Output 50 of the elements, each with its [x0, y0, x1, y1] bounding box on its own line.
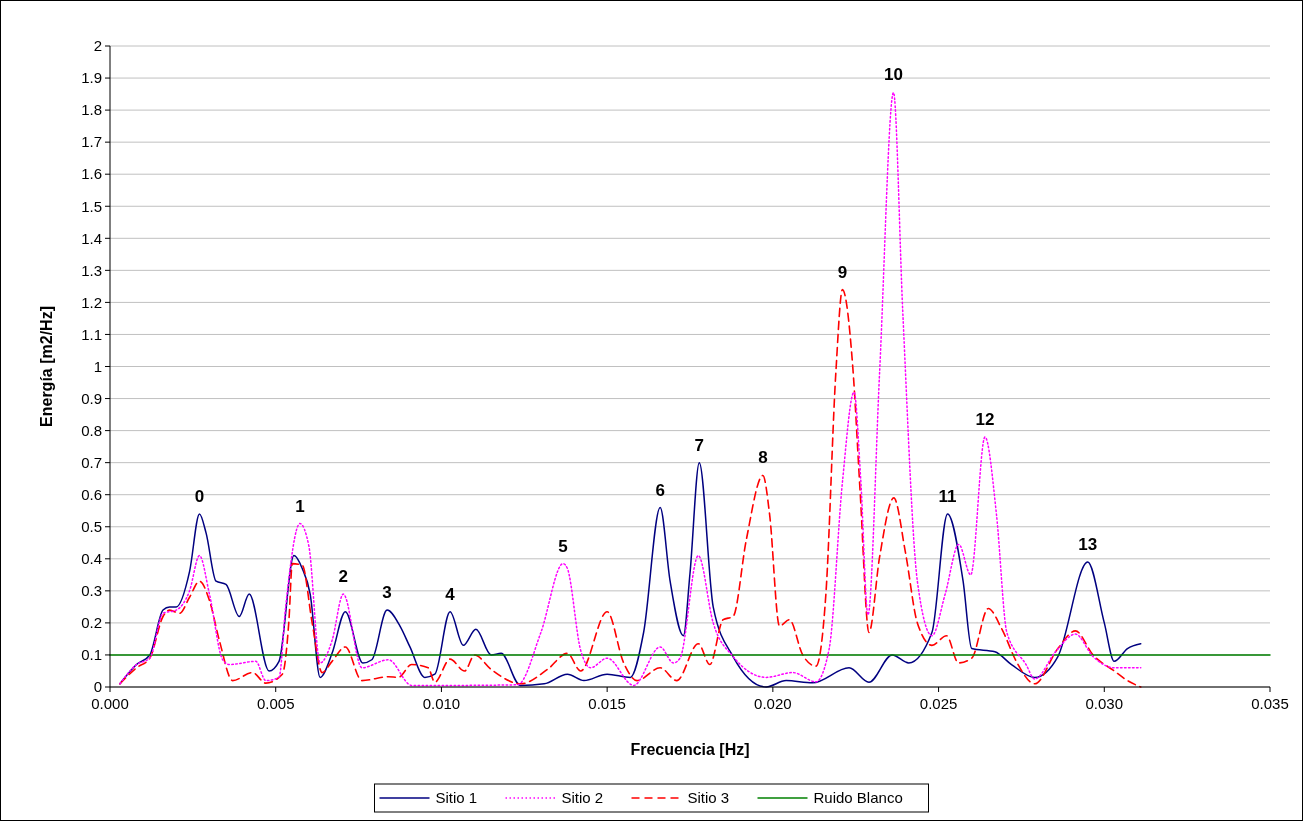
y-tick-label: 1 [93, 357, 102, 375]
annotation: 6 [655, 480, 665, 500]
annotation: 2 [338, 567, 349, 587]
y-tick-label: 0 [93, 678, 102, 696]
x-tick-label: 0.025 [919, 695, 958, 712]
line-series [119, 91, 1142, 687]
y-tick-label: 1.1 [81, 325, 102, 343]
x-tick-label: 0.035 [1251, 695, 1289, 712]
y-tick-label: 1.6 [81, 165, 102, 183]
y-tick-label: 0.8 [81, 421, 102, 439]
annotation: 9 [837, 262, 848, 282]
legend-label: Sitio 3 [687, 789, 730, 807]
annotation: 4 [445, 584, 456, 604]
legend-label: Sitio 2 [561, 789, 604, 807]
y-tick-label: 0.1 [81, 646, 102, 664]
x-axis-title: Frecuencia [Hz] [630, 741, 750, 758]
y-axis-title: Energía [m2/Hz] [38, 306, 55, 427]
x-tick-label: 0.000 [91, 695, 129, 712]
y-tick-label: 0.9 [81, 389, 102, 407]
annotation: 12 [975, 410, 995, 430]
y-tick-label: 1.4 [81, 229, 102, 247]
annotation: 8 [758, 448, 768, 468]
x-tick-label: 0.030 [1085, 695, 1124, 712]
annotation: 3 [382, 583, 392, 603]
y-tick-label: 0.7 [81, 453, 102, 471]
legend-label: Sitio 1 [435, 789, 478, 807]
y-tick-label: 1.2 [81, 293, 102, 311]
annotation: 0 [194, 486, 205, 506]
y-tick-label: 1.9 [81, 69, 102, 87]
y-tick-label: 0.5 [81, 518, 102, 535]
y-tick-label: 0.3 [81, 582, 102, 600]
y-tick-label: 1.8 [81, 101, 102, 119]
annotation: 10 [884, 65, 903, 85]
annotation: 1 [295, 496, 305, 516]
y-tick-label: 2 [93, 37, 102, 55]
y-tick-label: 0.6 [81, 485, 102, 503]
y-tick-label: 0.4 [81, 550, 102, 568]
x-tick-label: 0.005 [256, 695, 295, 712]
x-tick-label: 0.010 [422, 695, 461, 712]
y-tick-label: 1.3 [81, 261, 102, 279]
y-tick-label: 1.7 [81, 133, 102, 151]
x-tick-label: 0.020 [754, 695, 792, 712]
y-tick-label: 0.2 [81, 614, 102, 632]
annotation: 13 [1078, 535, 1098, 555]
x-tick-label: 0.015 [588, 695, 626, 712]
annotation: 11 [938, 486, 957, 506]
y-tick-label: 1.5 [81, 197, 102, 215]
legend-label: Ruido Blanco [813, 789, 903, 807]
annotation: 5 [558, 536, 568, 556]
annotation: 7 [694, 435, 705, 455]
